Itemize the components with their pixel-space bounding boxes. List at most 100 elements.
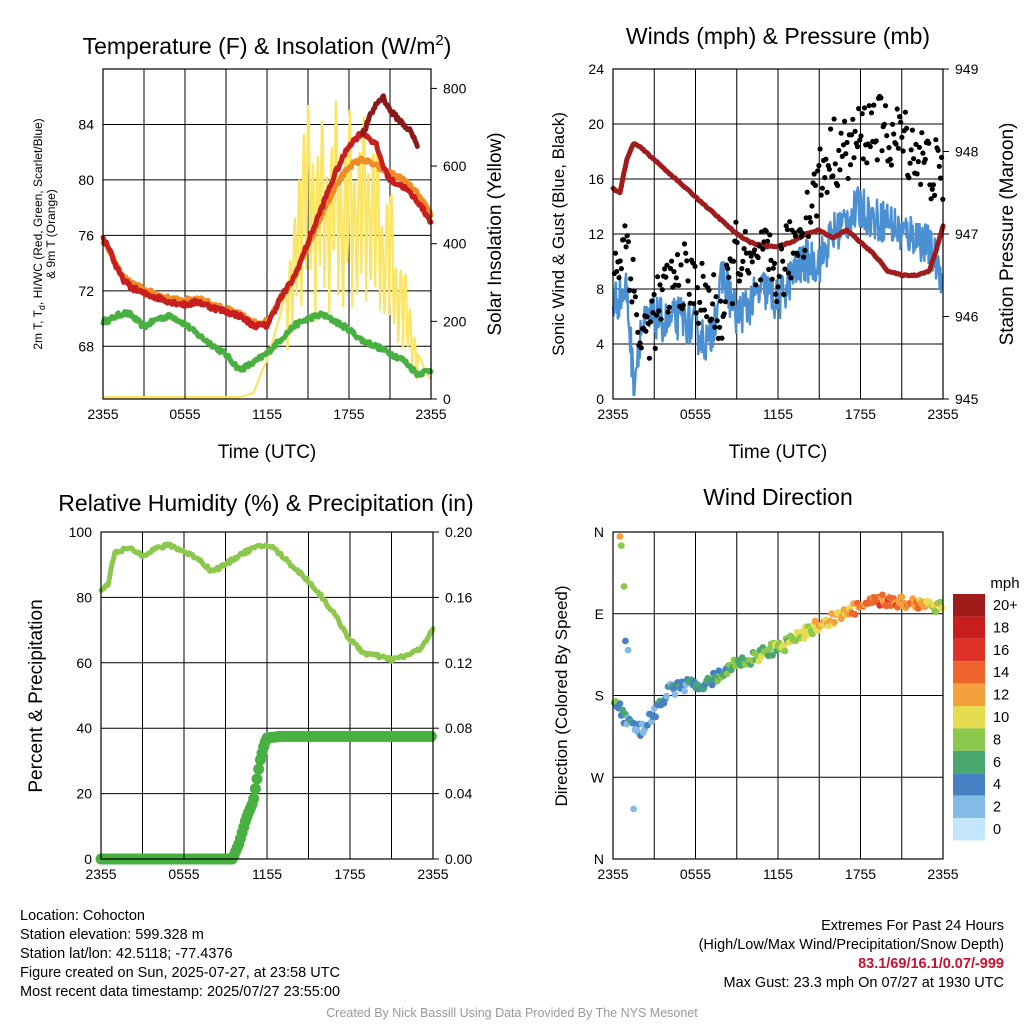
direction-point [781, 647, 789, 655]
gust-point [868, 110, 875, 116]
gust-point [867, 143, 873, 150]
temp-y-tick-label: 76 [78, 227, 94, 243]
gust-point [932, 192, 938, 198]
gust-point [756, 243, 762, 249]
gust-point [662, 266, 668, 272]
gust-point [882, 103, 889, 109]
gust-point [625, 239, 632, 245]
gust-point [788, 275, 794, 281]
gust-point [657, 282, 663, 288]
gust-point [812, 182, 819, 188]
gust-point [649, 298, 655, 304]
gust-point [729, 301, 736, 307]
legend-label: 12 [993, 688, 1009, 704]
precipitation-point [248, 793, 260, 804]
gust-point [864, 160, 870, 166]
rh-y-tick-label: 100 [69, 524, 93, 540]
gust-point [916, 144, 923, 150]
gust-point [774, 298, 780, 305]
gust-point [887, 156, 893, 162]
gust-point [780, 258, 786, 264]
dir-x-tick-label: 1755 [845, 866, 876, 882]
gust-point [897, 114, 903, 120]
gust-point [816, 163, 822, 169]
gust-point [733, 219, 739, 225]
direction-point [780, 642, 787, 649]
gust-point [618, 266, 625, 272]
humidity-title: Relative Humidity (%) & Precipitation (i… [58, 490, 473, 516]
dir-y-tick-label: E [595, 606, 604, 622]
legend-swatch [953, 773, 985, 796]
gust-point [711, 272, 717, 278]
gust-point [838, 130, 844, 136]
gust-point [691, 301, 697, 307]
gust-point [935, 147, 941, 153]
legend-swatch [953, 795, 985, 818]
gust-point [928, 196, 934, 202]
gust-point [648, 319, 654, 325]
rh-right-tick-label: 0.04 [445, 786, 472, 802]
pressure-y-axis-label: Station Pressure (Maroon) [997, 123, 1018, 346]
wind-series [610, 93, 946, 397]
temp-right-tick-label: 600 [443, 158, 467, 174]
gust-point [842, 118, 848, 124]
direction-point [671, 691, 679, 698]
gust-point [836, 147, 842, 153]
gust-point [914, 171, 920, 177]
gust-point [665, 309, 671, 315]
gust-point [874, 157, 880, 163]
wind-y-tick-label: 24 [588, 61, 604, 77]
gust-point [630, 256, 636, 262]
gust-point [814, 213, 820, 219]
direction-point [879, 591, 886, 599]
gust-point [614, 268, 620, 275]
wind-y-tick-label: 8 [596, 281, 604, 297]
gust-point [884, 133, 890, 139]
temperature-series [100, 93, 434, 399]
gust-point [731, 258, 737, 264]
rh-y-tick-label: 0 [84, 851, 92, 867]
temperature-panel: Temperature (F) & Insolation (W/m2) 2355… [31, 32, 506, 463]
precipitation-point [425, 730, 437, 742]
insolation-line [103, 100, 432, 399]
gust-point [819, 185, 826, 191]
gust-point [804, 189, 810, 195]
gust-point [915, 159, 921, 165]
gust-point [904, 125, 910, 131]
wind-x-axis-label: Time (UTC) [729, 442, 828, 463]
gust-point [824, 189, 830, 195]
gust-point [937, 175, 944, 181]
gust-point [907, 160, 913, 166]
gust-point [799, 230, 806, 236]
gust-point [776, 273, 782, 279]
legend-label: 16 [993, 643, 1009, 659]
gust-point [663, 274, 669, 280]
direction-point [620, 583, 628, 590]
rh-right-tick-label: 0.00 [445, 851, 472, 867]
direction-point [617, 542, 625, 549]
wind-ticks: 2355 0555 1155 1755 235504812162024945946947… [588, 61, 978, 422]
gust-point [902, 109, 909, 115]
timestamp-line: Most recent data timestamp: 2025/07/27 2… [20, 984, 341, 1000]
gust-point [930, 182, 937, 188]
gust-point [653, 312, 660, 318]
gust-point [900, 148, 906, 154]
direction-title: Wind Direction [703, 484, 853, 510]
gust-point [652, 345, 658, 351]
direction-point [630, 719, 637, 727]
temp-x-tick-label: 2355 [415, 406, 446, 422]
latlon-line: Station lat/lon: 42.5118; -77.4376 [20, 946, 233, 962]
gust-point [795, 252, 801, 258]
rh-y-tick-label: 20 [76, 786, 92, 802]
direction-point [624, 646, 632, 654]
direction-point [898, 593, 906, 601]
direction-point [622, 637, 629, 645]
wind-right-tick-label: 947 [955, 226, 979, 242]
temperature-title: Temperature (F) & Insolation (W/m2) [83, 32, 452, 59]
direction-point [630, 805, 637, 813]
gust-point [807, 215, 813, 221]
location-line: Location: Cohocton [20, 908, 145, 924]
extremes-value: 83.1/69/16.1/0.07/-999 [858, 956, 1004, 972]
